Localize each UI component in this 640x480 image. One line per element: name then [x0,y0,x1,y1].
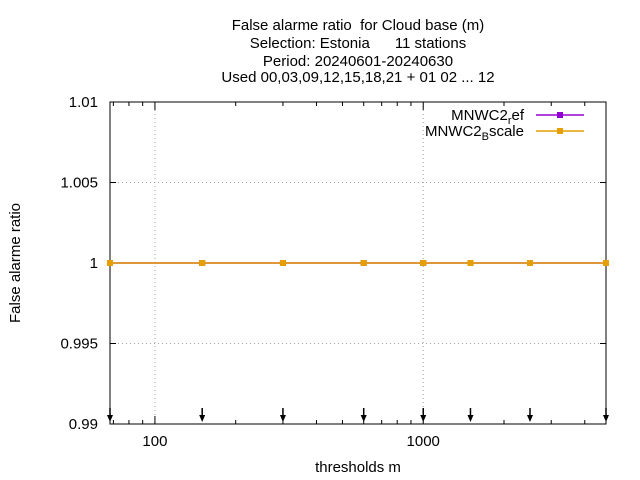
threshold-arrow [420,408,427,422]
threshold-arrows [107,408,609,422]
series-point [526,260,533,266]
axis-ticks: 0.99 0.995 1 1.005 1.01 100 1000 [60,94,606,450]
series-point [467,260,474,266]
series [107,260,609,266]
series-point [199,260,206,266]
y-tick-label: 0.995 [60,336,98,353]
threshold-arrow [199,408,206,422]
legend-marker [557,112,563,118]
x-tick-label: 100 [142,433,167,450]
threshold-arrow [107,408,113,422]
y-tick-label: 1.01 [69,94,98,111]
legend-marker [557,128,563,134]
y-tick-label: 1.005 [60,175,98,192]
series-point [420,260,427,266]
x-tick-label: 1000 [407,433,440,450]
threshold-arrow [467,408,474,422]
title-line: False alarme ratio for Cloud base (m) [232,17,485,34]
threshold-arrow [360,408,367,422]
series-point [279,260,286,266]
y-axis-label: False alarme ratio [7,203,24,323]
y-tick-label: 1 [90,255,98,272]
y-tick-label: 0.99 [69,416,98,433]
threshold-arrow [603,408,609,422]
legend-label: MNWC2Bscale [425,123,524,143]
title-line: Selection: Estonia 11 stations [250,35,467,52]
legend-label: MNWC2ref [451,107,525,127]
chart-title: False alarme ratio for Cloud base (m)Sel… [221,17,494,86]
series-point [107,260,113,266]
threshold-arrow [526,408,533,422]
threshold-arrow [279,408,286,422]
title-line: Used 00,03,09,12,15,18,21 + 01 02 ... 12 [221,69,494,86]
x-axis-label: thresholds m [315,459,401,476]
series-point [603,260,609,266]
series-point [360,260,367,266]
title-line: Period: 20240601-20240630 [263,53,453,70]
